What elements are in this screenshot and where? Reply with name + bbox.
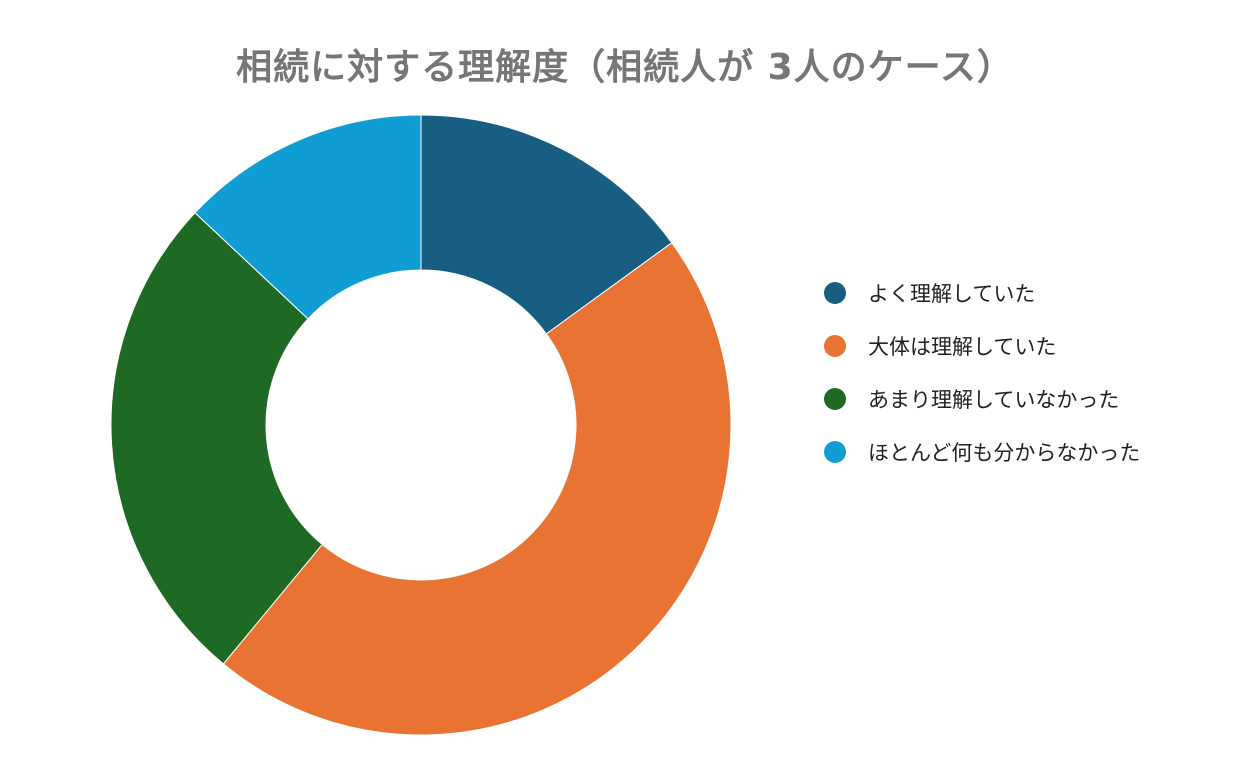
legend-swatch [824, 282, 846, 304]
legend-label: ほとんど何も分からなかった [868, 441, 1141, 465]
legend-label: よく理解していた [868, 282, 1036, 306]
legend-item: あまり理解していなかった [824, 386, 1140, 412]
chart-title: 相続に対する理解度（相続人が 3人のケース） [236, 47, 1014, 88]
donut-slice-1 [420, 114, 673, 335]
donut-slice-3 [110, 212, 323, 665]
donut-slice-4 [194, 114, 422, 320]
legend-item: 大体は理解していた [824, 333, 1140, 359]
legend-item: よく理解していた [824, 280, 1140, 306]
legend-swatch [824, 335, 846, 357]
legend-swatch [824, 388, 846, 410]
legend-label: 大体は理解していた [868, 335, 1057, 359]
legend-label: あまり理解していなかった [868, 388, 1120, 412]
donut-slice-2 [222, 242, 732, 736]
legend-item: ほとんど何も分からなかった [824, 439, 1140, 465]
legend: よく理解していた 大体は理解していたあまり理解していなかった ほとんど何も分からなか… [824, 280, 1140, 492]
legend-swatch [824, 441, 846, 463]
